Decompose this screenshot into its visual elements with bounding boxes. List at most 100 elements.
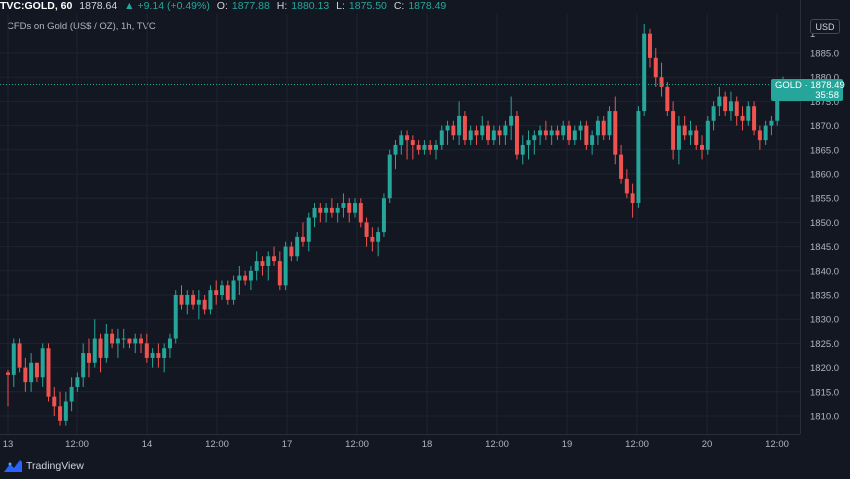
candle-body	[538, 130, 543, 136]
grid-lines	[0, 0, 801, 435]
candle-body	[549, 130, 554, 136]
x-tick-label: 12:00	[485, 439, 509, 450]
candle-body	[237, 275, 242, 281]
time-axis: 13 12:00 14 12:00 17 12:00 18 12:00 19 12:00 20 12:…	[3, 439, 789, 450]
candle-body	[219, 285, 224, 295]
candle-body	[17, 343, 22, 368]
candle-body	[607, 111, 612, 136]
candle-body	[254, 261, 259, 271]
x-tick-label: 17	[282, 439, 293, 450]
candle-body	[34, 362, 39, 378]
candle-body	[387, 154, 392, 199]
low-value: 1875.50	[348, 0, 387, 12]
y-tick-label: 1825.0	[810, 339, 839, 350]
candle-body	[260, 261, 265, 266]
y-tick-label: 1880.0	[810, 73, 839, 84]
candle-body	[6, 372, 10, 375]
symbol-name[interactable]: TVC:GOLD, 60	[0, 0, 73, 12]
candle-body	[728, 101, 733, 112]
candle-body	[162, 348, 167, 358]
candle-body	[110, 333, 115, 344]
y-tick-label: 1815.0	[810, 387, 839, 398]
chart-subtitle: CFDs on Gold (US$ / OZ), 1h, TVC	[7, 21, 156, 32]
x-tick-label: 20	[702, 439, 713, 450]
candle-body	[775, 91, 780, 121]
y-tick-label: 1820.0	[810, 363, 839, 374]
candle-body	[23, 367, 28, 383]
price-tag-label: GOLD	[775, 80, 802, 91]
candle-body	[214, 290, 219, 295]
x-tick-label: 12:00	[345, 439, 369, 450]
candle-body	[29, 362, 34, 383]
candle-body	[734, 101, 739, 116]
candle-body	[682, 125, 687, 136]
candle-body	[364, 222, 369, 237]
candle-body	[289, 246, 294, 257]
x-tick-label: 12:00	[765, 439, 789, 450]
candle-body	[468, 130, 473, 141]
candle-body	[723, 96, 728, 112]
candle-body	[381, 198, 386, 233]
candle-body	[647, 33, 652, 58]
candle-body	[491, 130, 496, 141]
candle-body	[769, 120, 774, 126]
candle-body	[191, 295, 196, 305]
candle-body	[133, 338, 138, 344]
currency-button[interactable]: USD	[810, 19, 840, 34]
candle-body	[590, 135, 595, 145]
candle-body	[705, 120, 710, 150]
candle-body	[248, 270, 253, 281]
candle-body	[86, 353, 91, 363]
candle-body	[127, 338, 132, 344]
candle-body	[422, 144, 427, 150]
candle-body	[613, 111, 618, 155]
candle-body	[324, 207, 329, 213]
candle-body	[700, 144, 705, 150]
close-value: 1878.49	[408, 0, 447, 12]
candle-body	[329, 207, 334, 213]
candle-body	[63, 401, 68, 421]
price-axis: 1810.0 1815.0 1820.0 1825.0 1830.0 1835.0 1840…	[810, 29, 839, 422]
tradingview-logo[interactable]: TradingView	[4, 458, 84, 474]
candle-body	[115, 338, 120, 344]
candle-body	[433, 144, 438, 150]
y-tick-label: 1835.0	[810, 291, 839, 302]
bar-countdown: 35:58	[815, 90, 839, 101]
symbol-header: TVC:GOLD, 60 1878.64 ▲ +9.14 (+0.49%) O:…	[0, 0, 850, 14]
candle-body	[451, 125, 456, 136]
x-tick-label: 13	[3, 439, 14, 450]
candle-body	[561, 125, 566, 136]
x-tick-label: 18	[422, 439, 433, 450]
candle-body	[202, 299, 207, 310]
y-tick-label: 1885.0	[810, 49, 839, 60]
candle-body	[428, 144, 433, 150]
candle-body	[208, 290, 213, 310]
y-tick-label: 1845.0	[810, 242, 839, 253]
candle-body	[98, 338, 103, 358]
y-tick-label: 1875.0	[810, 97, 839, 108]
candle-body	[665, 86, 670, 112]
candle-body	[439, 130, 444, 145]
close-label: C:	[393, 0, 405, 12]
candle-body	[69, 386, 74, 402]
candle-body	[81, 353, 86, 378]
candle-body	[480, 125, 485, 136]
candle-body	[659, 77, 664, 87]
candle-body	[543, 130, 548, 136]
candle-body	[526, 140, 531, 145]
y-tick-label: 1830.0	[810, 315, 839, 326]
candle-body	[179, 295, 184, 305]
y-tick-label: 1840.0	[810, 266, 839, 277]
candle-body	[555, 130, 560, 136]
candle-body	[318, 207, 323, 213]
x-tick-label: 14	[142, 439, 153, 450]
candle-body	[752, 106, 757, 131]
candle-body	[104, 333, 109, 358]
candle-body	[335, 207, 340, 213]
candle-body	[185, 295, 190, 305]
high-label: H:	[276, 0, 288, 12]
x-tick-label: 12:00	[625, 439, 649, 450]
y-tick-label: 1850.0	[810, 218, 839, 229]
candle-body	[694, 130, 699, 145]
